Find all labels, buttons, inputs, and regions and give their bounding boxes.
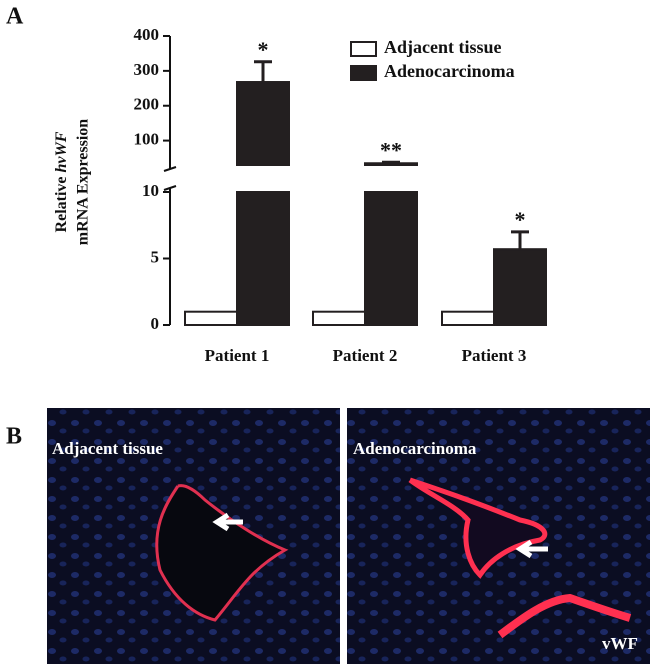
axis-break: [163, 166, 177, 172]
x-tick-label: Patient 3: [462, 346, 527, 365]
y-tick-label: 5: [151, 247, 160, 266]
significance: **: [380, 137, 402, 162]
bar: [493, 248, 547, 326]
vessel: [155, 484, 289, 622]
bar: [236, 81, 290, 326]
y-tick-label: 0: [151, 314, 160, 333]
bar-segment: [236, 191, 290, 326]
y-label-part: Relative: [53, 176, 70, 232]
image-label: vWF: [602, 634, 638, 653]
error-bar: [382, 160, 400, 164]
axis-break: [163, 185, 177, 191]
x-tick-label: Patient 2: [333, 346, 398, 365]
legend-swatch: [350, 41, 377, 57]
bar: [441, 310, 495, 327]
vessel: [497, 593, 632, 639]
y-tick-label: 300: [134, 60, 160, 79]
error-bar: [511, 230, 529, 250]
panel-label: A: [6, 4, 24, 30]
arrow: [212, 512, 243, 532]
significance: *: [258, 37, 269, 62]
vessel: [408, 477, 548, 579]
bar-segment: [364, 191, 418, 326]
error-bar: [254, 60, 272, 83]
y-tick-label: 100: [134, 130, 160, 149]
y-axis-label: mRNA Expression: [75, 119, 92, 245]
bar-segment: [184, 310, 238, 327]
bar-segment: [493, 248, 547, 326]
legend-swatch: [350, 65, 377, 81]
panel-label: B: [6, 424, 22, 450]
significance: *: [515, 207, 526, 232]
image-label: Adenocarcinoma: [353, 439, 477, 458]
bar-segment: [312, 310, 366, 327]
bar: [184, 310, 238, 327]
y-axis-label: Relative hvWF: [53, 131, 70, 232]
y-tick-label: 10: [142, 181, 159, 200]
bar: [312, 310, 366, 327]
x-tick-label: Patient 1: [205, 346, 270, 365]
bar-segment: [441, 310, 495, 327]
bar: [364, 162, 418, 326]
y-tick-label: 400: [134, 25, 160, 44]
y-label-part: hvWF: [53, 131, 70, 172]
image-label: Adjacent tissue: [52, 439, 163, 458]
legend-label: Adenocarcinoma: [384, 61, 515, 81]
legend-label: Adjacent tissue: [384, 37, 502, 57]
y-tick-label: 200: [134, 95, 160, 114]
bar-segment: [236, 81, 290, 166]
arrow: [515, 539, 548, 559]
